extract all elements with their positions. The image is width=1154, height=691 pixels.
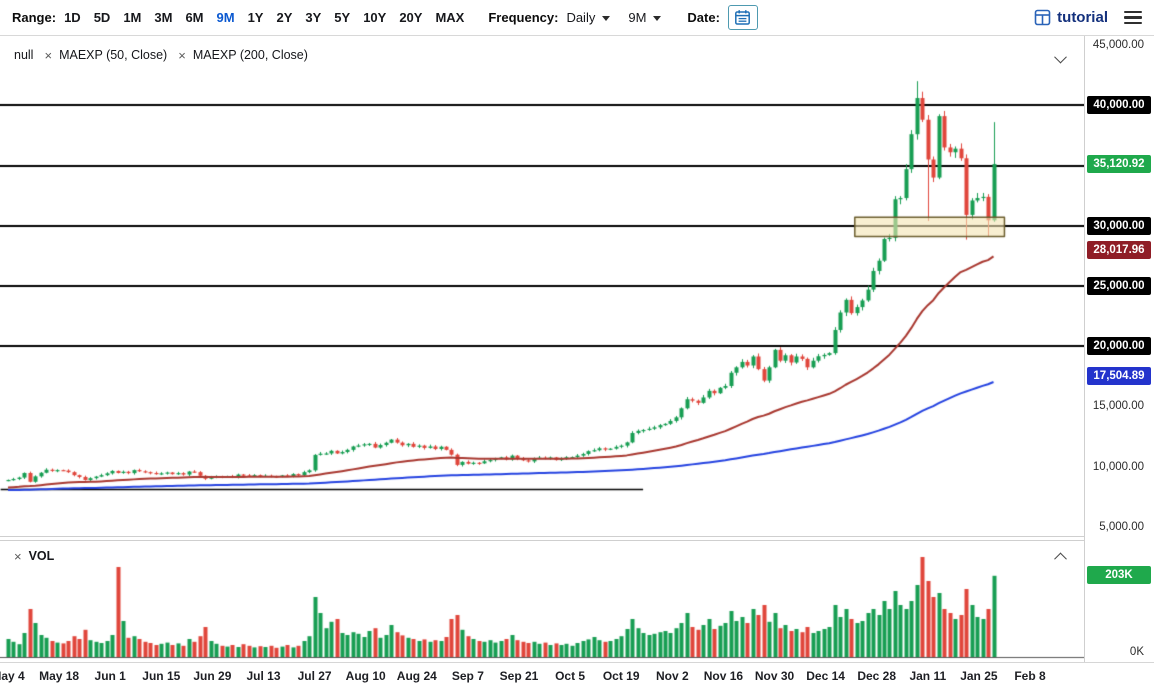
brand-link[interactable]: tutorial <box>1034 9 1108 26</box>
close-series-icon[interactable]: × <box>14 548 22 564</box>
menu-button[interactable] <box>1124 10 1142 25</box>
period-select[interactable]: 9M <box>628 10 662 25</box>
y-axis-badge: 25,000.00 <box>1087 277 1151 295</box>
price-y-axis: 45,000.00 40,000.00 35,120.92 30,000.00 28,0… <box>1085 36 1154 536</box>
x-tick-label: Jul 27 <box>297 669 332 683</box>
range-option-3y[interactable]: 3Y <box>305 10 322 25</box>
legend-label: null <box>14 48 34 62</box>
legend-label: MAEXP (50, Close) <box>59 48 168 62</box>
expand-volume-pane-button[interactable] <box>1052 549 1068 565</box>
x-tick-label: Sep 7 <box>451 669 484 683</box>
price-legend: null × MAEXP (50, Close) × MAEXP (200, Close… <box>14 48 308 62</box>
range-option-max[interactable]: MAX <box>435 10 465 25</box>
x-tick-label: Sep 21 <box>499 669 539 683</box>
x-tick-label: Jun 29 <box>193 669 232 683</box>
legend-label: VOL <box>28 549 55 563</box>
price-chart-canvas[interactable] <box>0 36 1084 536</box>
x-tick-label: May 18 <box>39 669 80 683</box>
range-option-1y[interactable]: 1Y <box>247 10 264 25</box>
legend-item: × VOL <box>14 549 54 563</box>
date-picker-button[interactable] <box>727 5 758 30</box>
x-tick-label: Jan 25 <box>960 669 998 683</box>
y-axis-badge: 17,504.89 <box>1087 367 1151 386</box>
collapse-price-pane-button[interactable] <box>1052 50 1068 66</box>
x-tick-label: Nov 2 <box>655 669 689 683</box>
y-axis-badge: 20,000.00 <box>1087 337 1151 356</box>
x-tick-label: Nov 16 <box>703 669 744 683</box>
chevron-up-icon <box>1053 552 1067 565</box>
chevron-down-icon <box>1053 50 1067 63</box>
range-options: 1D 5D 1M 3M 6M 9M 1Y 2Y 3Y 5Y 10Y 20Y MAX <box>64 10 464 25</box>
x-axis[interactable]: May 4 May 18 Jun 1 Jun 15 Jun 29 Jul 13 Jul 27… <box>0 662 1154 691</box>
frequency-select[interactable]: Daily <box>566 10 611 25</box>
date-label: Date: <box>687 10 720 25</box>
y-axis-badge: 35,120.92 <box>1087 155 1151 174</box>
price-axis-column[interactable]: 45,000.00 40,000.00 35,120.92 30,000.00 28,0… <box>1084 36 1154 662</box>
x-tick-label: Feb 8 <box>1014 669 1046 683</box>
legend-item: × MAEXP (200, Close) <box>178 48 308 62</box>
range-option-6m[interactable]: 6M <box>185 10 204 25</box>
volume-chart-canvas[interactable] <box>0 541 1084 663</box>
calendar-icon <box>735 10 751 25</box>
x-tick-label: Aug 24 <box>396 669 437 683</box>
range-option-20y[interactable]: 20Y <box>399 10 423 25</box>
volume-pane: × VOL <box>0 540 1084 663</box>
frequency-label: Frequency: <box>488 10 559 25</box>
close-series-icon[interactable]: × <box>44 47 53 63</box>
close-series-icon[interactable]: × <box>178 47 186 63</box>
y-axis-label: 5,000.00 <box>1099 520 1144 533</box>
frequency-value: Daily <box>566 10 596 25</box>
volume-legend: × VOL <box>14 549 54 563</box>
x-tick-label: Oct 19 <box>602 669 640 683</box>
legend-label: MAEXP (200, Close) <box>192 48 308 62</box>
brand-label: tutorial <box>1057 9 1108 26</box>
range-option-1m[interactable]: 1M <box>123 10 142 25</box>
range-option-1d[interactable]: 1D <box>64 10 81 25</box>
range-option-5d[interactable]: 5D <box>93 10 111 25</box>
y-axis-label: 15,000.00 <box>1092 400 1144 413</box>
range-option-5y[interactable]: 5Y <box>334 10 351 25</box>
y-axis-label: 45,000.00 <box>1092 39 1144 52</box>
range-option-3m[interactable]: 3M <box>154 10 173 25</box>
x-tick-label: May 4 <box>0 669 25 683</box>
price-pane: null × MAEXP (50, Close) × MAEXP (200, Close… <box>0 36 1084 537</box>
x-tick-label: Jun 1 <box>94 669 126 683</box>
legend-item: × MAEXP (50, Close) <box>44 48 167 62</box>
range-option-9m[interactable]: 9M <box>216 10 235 25</box>
brand-icon <box>1034 9 1051 26</box>
chevron-down-icon <box>653 16 662 21</box>
y-axis-badge: 28,017.96 <box>1087 240 1151 259</box>
y-axis-label: 10,000.00 <box>1092 460 1144 473</box>
x-tick-label: Oct 5 <box>555 669 586 683</box>
x-tick-label: Dec 28 <box>857 669 897 683</box>
toolbar: Range: 1D 5D 1M 3M 6M 9M 1Y 2Y 3Y 5Y 10Y 20Y MAX Fre… <box>0 0 1154 36</box>
x-tick-label: Jan 11 <box>909 669 947 683</box>
range-option-2y[interactable]: 2Y <box>276 10 293 25</box>
x-tick-label: Nov 30 <box>754 669 795 683</box>
y-axis-badge: 203K <box>1087 565 1151 584</box>
range-label: Range: <box>12 10 57 25</box>
period-value: 9M <box>628 10 647 25</box>
y-axis-badge: 30,000.00 <box>1087 216 1151 235</box>
y-axis-badge: 40,000.00 <box>1087 96 1151 115</box>
x-tick-label: Jun 15 <box>142 669 181 683</box>
range-option-10y[interactable]: 10Y <box>363 10 387 25</box>
chevron-down-icon <box>602 16 611 21</box>
legend-item: null <box>14 48 33 62</box>
x-tick-label: Dec 14 <box>806 669 845 683</box>
y-axis-label: 0K <box>1129 646 1144 658</box>
x-tick-label: Aug 10 <box>345 669 386 683</box>
volume-y-axis: 203K 0K <box>1085 540 1154 662</box>
x-tick-label: Jul 13 <box>246 669 281 683</box>
